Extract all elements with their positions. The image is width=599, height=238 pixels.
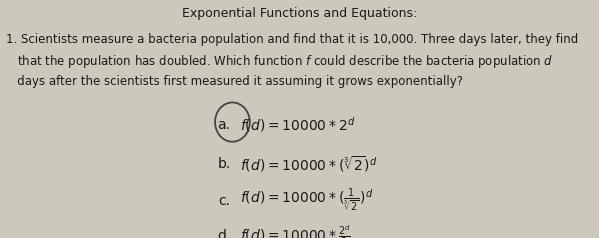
Text: 1. Scientists measure a bacteria population and find that it is 10,000. Three da: 1. Scientists measure a bacteria populat… — [6, 33, 578, 89]
Text: d.: d. — [217, 229, 231, 238]
Text: Exponential Functions and Equations:: Exponential Functions and Equations: — [182, 7, 417, 20]
Text: c.: c. — [219, 194, 231, 208]
Text: $f(d) = 10000 * (\frac{1}{\sqrt[3]{2}})^{d}$: $f(d) = 10000 * (\frac{1}{\sqrt[3]{2}})^… — [240, 187, 373, 215]
Text: $f(d) = 10000 * (\sqrt[3]{2})^{d}$: $f(d) = 10000 * (\sqrt[3]{2})^{d}$ — [240, 154, 377, 174]
Text: $f(d) = 10000 * 2^{d}$: $f(d) = 10000 * 2^{d}$ — [240, 115, 355, 134]
Text: b.: b. — [217, 157, 231, 171]
Text: a.: a. — [217, 118, 231, 132]
Text: $f(d) = 10000 * \frac{2^{d}}{3}$: $f(d) = 10000 * \frac{2^{d}}{3}$ — [240, 223, 350, 238]
